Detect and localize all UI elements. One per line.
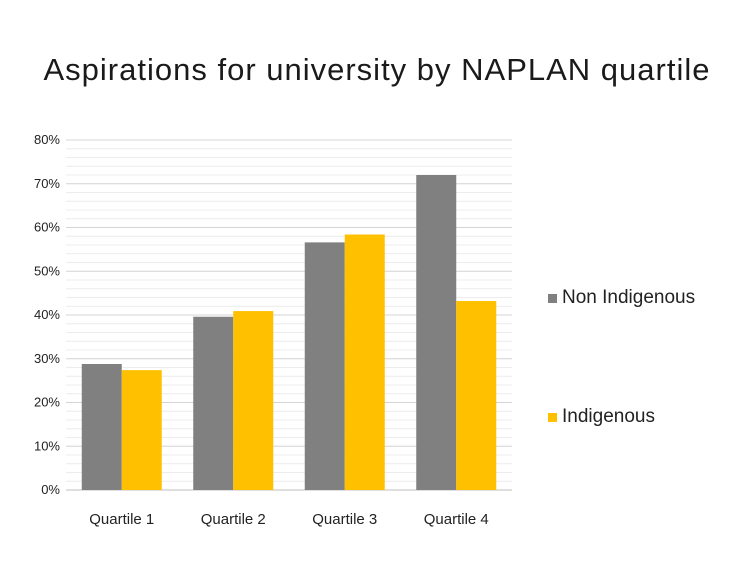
bar-non-indigenous-q2 bbox=[193, 316, 234, 490]
x-tick-label: Quartile 2 bbox=[201, 511, 266, 528]
legend-label: Non Indigenous bbox=[562, 287, 695, 308]
y-tick-label: 20% bbox=[34, 395, 60, 410]
y-tick-label: 30% bbox=[34, 351, 60, 366]
legend: Non Indigenous Indigenous bbox=[548, 287, 695, 427]
bar-non-indigenous-q3 bbox=[304, 242, 345, 490]
legend-label: Indigenous bbox=[562, 406, 655, 427]
x-tick-label: Quartile 3 bbox=[312, 511, 377, 528]
y-tick-label: 70% bbox=[34, 176, 60, 191]
chart-title: Aspirations for university by NAPLAN qua… bbox=[43, 52, 711, 87]
y-tick-label: 50% bbox=[34, 263, 60, 278]
y-tick-label: 10% bbox=[34, 438, 60, 453]
y-tick-label: 40% bbox=[34, 307, 60, 322]
y-tick-label: 60% bbox=[34, 220, 60, 235]
x-tick-label: Quartile 1 bbox=[89, 511, 154, 528]
legend-swatch bbox=[548, 413, 557, 422]
bar-non-indigenous-q1 bbox=[81, 364, 122, 490]
bars bbox=[81, 175, 497, 490]
y-tick-label: 80% bbox=[34, 132, 60, 147]
y-axis: 0% 10% 20% 30% 40% 50% 60% 70% 80% bbox=[34, 132, 60, 497]
bar-indigenous-q2 bbox=[233, 311, 274, 490]
x-axis: Quartile 1 Quartile 2 Quartile 3 Quartile 4 bbox=[89, 511, 489, 528]
x-tick-label: Quartile 4 bbox=[424, 511, 489, 528]
bar-indigenous-q1 bbox=[121, 370, 162, 490]
y-tick-label: 0% bbox=[41, 482, 60, 497]
legend-swatch bbox=[548, 294, 557, 303]
bar-indigenous-q3 bbox=[344, 234, 385, 490]
bar-indigenous-q4 bbox=[456, 301, 497, 490]
bar-non-indigenous-q4 bbox=[416, 175, 457, 490]
